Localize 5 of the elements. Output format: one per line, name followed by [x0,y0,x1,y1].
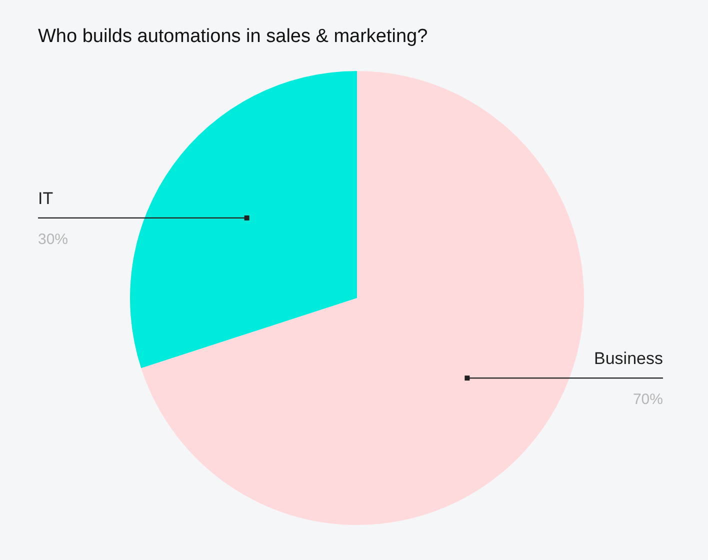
data-label: 30% [38,230,68,248]
data-label: 70% [632,391,663,408]
chart-title: Who builds automations in sales & marketing? [38,26,428,48]
slice-label: Business [594,349,663,368]
slice-label: IT [38,188,54,208]
